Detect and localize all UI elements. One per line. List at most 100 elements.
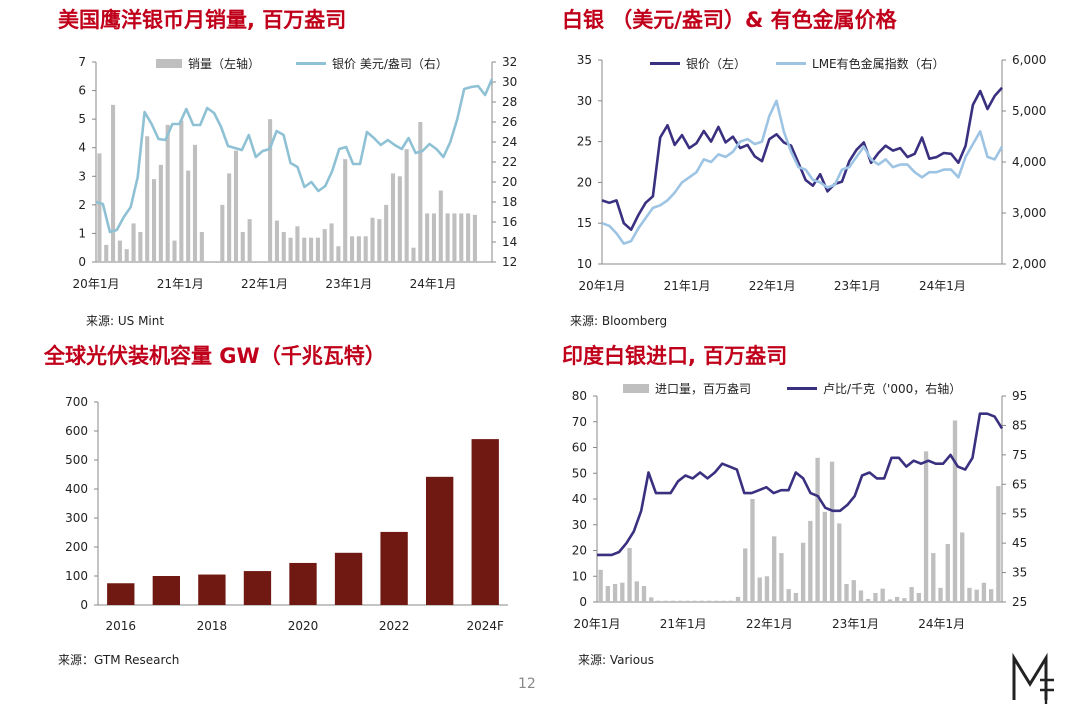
bar xyxy=(844,583,849,602)
y-tick-label-left: 1 xyxy=(78,226,86,240)
y-tick-label-right: 55 xyxy=(1012,507,1027,521)
legend-line-swatch xyxy=(776,62,807,65)
bar xyxy=(356,236,361,262)
bar xyxy=(466,213,471,262)
bar xyxy=(336,246,341,262)
y-tick-label-right: 12 xyxy=(502,255,517,269)
x-tick-label: 22年1月 xyxy=(241,277,288,291)
y-tick-label-right: 75 xyxy=(1012,448,1027,462)
y-tick-label: 100 xyxy=(65,569,88,583)
x-tick-label: 23年1月 xyxy=(834,279,881,293)
bar xyxy=(315,237,320,262)
bar xyxy=(302,237,307,262)
bar xyxy=(772,536,777,602)
x-tick-label: 20年1月 xyxy=(574,617,621,631)
bar xyxy=(426,476,454,605)
bar xyxy=(158,164,163,262)
legend-label: 进口量，百万盎司 xyxy=(655,382,752,396)
bar xyxy=(240,232,245,262)
bar xyxy=(757,577,762,602)
bar xyxy=(706,600,712,602)
y-tick-label-left: 0 xyxy=(78,255,86,269)
y-tick-label-left: 5 xyxy=(78,112,86,126)
bar xyxy=(117,240,122,262)
bar xyxy=(452,213,457,262)
bar xyxy=(678,600,683,602)
chart-source: 来源: Bloomberg xyxy=(570,314,668,328)
x-tick-label: 2022 xyxy=(379,619,410,633)
bar xyxy=(377,219,382,262)
bar xyxy=(138,232,143,262)
y-tick-label-left: 2 xyxy=(78,198,86,212)
bar xyxy=(902,598,907,602)
bar xyxy=(192,144,198,262)
y-tick-label-left: 25 xyxy=(577,135,592,149)
bar xyxy=(656,600,661,602)
x-tick-label: 21年1月 xyxy=(157,277,204,291)
bar xyxy=(363,236,368,262)
bar xyxy=(887,599,893,602)
y-tick-label-left: 0 xyxy=(579,595,587,609)
y-tick-label-right: 6,000 xyxy=(1012,53,1046,67)
y-tick-label-left: 30 xyxy=(577,94,592,108)
y-tick-label-left: 60 xyxy=(572,441,587,455)
bar xyxy=(743,548,748,602)
x-tick-label: 21年1月 xyxy=(664,279,711,293)
y-tick-label-left: 15 xyxy=(577,216,592,230)
y-tick-label-right: 65 xyxy=(1012,477,1027,491)
bar xyxy=(808,520,813,602)
y-tick-label-right: 35 xyxy=(1012,566,1027,580)
bar xyxy=(692,600,697,602)
y-tick-label-right: 5,000 xyxy=(1012,104,1046,118)
bar xyxy=(663,600,668,602)
y-tick-label-right: 24 xyxy=(502,135,517,149)
bar xyxy=(714,600,719,602)
bar xyxy=(605,586,611,602)
y-tick-label-right: 95 xyxy=(1012,389,1027,403)
y-tick-label-right: 85 xyxy=(1012,418,1027,432)
bar xyxy=(750,499,755,602)
bar xyxy=(916,592,921,602)
bar xyxy=(152,576,180,605)
bar xyxy=(97,153,102,262)
bar xyxy=(227,173,232,262)
y-tick-label-right: 25 xyxy=(1012,595,1027,609)
page-number: 12 xyxy=(518,676,536,692)
bar xyxy=(931,553,936,602)
bar xyxy=(404,149,409,262)
series-line xyxy=(597,412,1004,557)
chart-india-silver-imports: 0 10 20 30 40 50 60 70 80 25 35 45 55 65 75 85 95 20年1月 21… xyxy=(572,389,1028,631)
bar xyxy=(425,213,430,262)
bar xyxy=(938,587,943,602)
y-tick-label-left: 50 xyxy=(572,466,587,480)
bar xyxy=(620,582,625,602)
bar xyxy=(179,120,184,262)
y-tick-label-left: 3 xyxy=(78,169,86,183)
bar xyxy=(699,600,705,602)
bar xyxy=(815,457,820,602)
bar xyxy=(107,583,135,605)
bar xyxy=(104,244,109,262)
series-line xyxy=(95,78,494,234)
y-tick-label-right: 16 xyxy=(502,215,517,229)
bar xyxy=(445,213,450,262)
y-tick-label: 400 xyxy=(65,482,88,496)
legend-label: 银价（左） xyxy=(686,57,747,71)
bar xyxy=(288,237,293,262)
bar xyxy=(634,581,639,602)
bar xyxy=(349,236,355,262)
y-tick-label-right: 3,000 xyxy=(1012,206,1046,220)
y-tick-label-right: 4,000 xyxy=(1012,155,1046,169)
bar xyxy=(472,214,477,262)
y-tick-label-left: 7 xyxy=(78,55,86,69)
x-tick-label: 23年1月 xyxy=(325,277,372,291)
chart-source: 来源：GTM Research xyxy=(58,653,180,667)
bar xyxy=(996,486,1001,602)
brand-logo xyxy=(1012,652,1054,704)
y-tick-label: 200 xyxy=(65,540,88,554)
bar xyxy=(649,597,654,602)
y-tick-label-right: 18 xyxy=(502,195,517,209)
x-tick-label: 2020 xyxy=(288,619,319,633)
y-tick-label-right: 2,000 xyxy=(1012,257,1046,271)
